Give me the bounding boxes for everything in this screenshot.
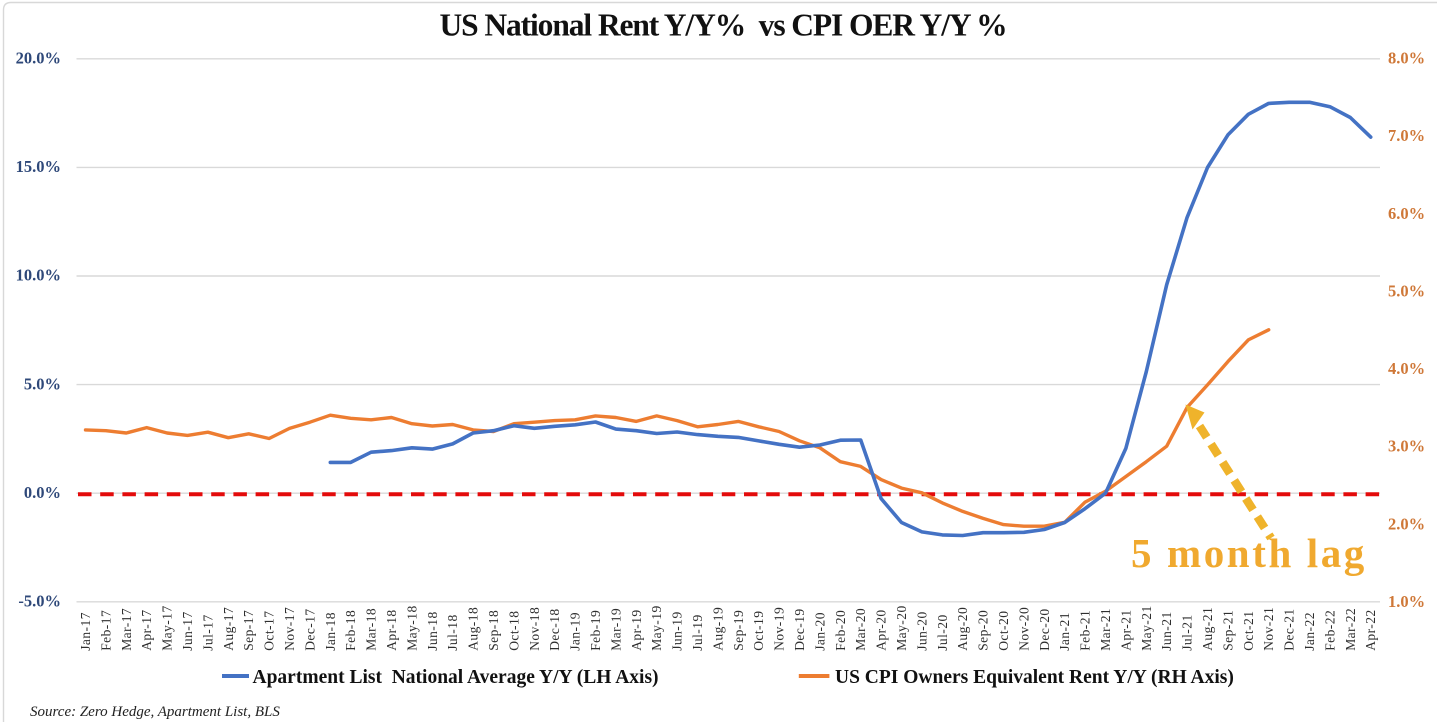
svg-text:Sep-20: Sep-20 [976,610,991,651]
svg-text:7.0%: 7.0% [1388,126,1425,145]
svg-text:May-18: May-18 [404,605,419,650]
svg-text:May-20: May-20 [894,605,909,650]
svg-text:6.0%: 6.0% [1388,204,1425,223]
svg-text:Oct-18: Oct-18 [506,611,521,651]
svg-text:Dec-21: Dec-21 [1282,608,1297,650]
svg-text:Sep-21: Sep-21 [1220,610,1235,651]
svg-text:Dec-19: Dec-19 [792,608,807,650]
svg-text:4.0%: 4.0% [1388,359,1425,378]
svg-text:Apr-17: Apr-17 [139,609,154,650]
svg-text:5.0%: 5.0% [24,374,61,393]
svg-text:May-21: May-21 [1139,605,1154,650]
svg-text:Nov-17: Nov-17 [282,607,297,651]
svg-text:US CPI Owners Equivalent Rent: US CPI Owners Equivalent Rent Y/Y (RH Ax… [835,667,1234,688]
svg-text:20.0%: 20.0% [16,49,61,68]
svg-text:Jun-19: Jun-19 [670,611,685,650]
svg-text:Jul-20: Jul-20 [935,614,950,650]
svg-text:Apr-21: Apr-21 [1118,609,1133,650]
svg-text:Mar-21: Mar-21 [1098,608,1113,651]
svg-text:Aug-17: Aug-17 [221,607,236,651]
svg-text:Jul-19: Jul-19 [690,614,705,650]
svg-text:8.0%: 8.0% [1388,49,1425,68]
svg-text:Feb-21: Feb-21 [1078,610,1093,651]
svg-text:Apr-20: Apr-20 [874,609,889,650]
svg-text:Jul-18: Jul-18 [445,614,460,650]
svg-text:Jan-18: Jan-18 [323,612,338,651]
svg-text:Aug-20: Aug-20 [955,607,970,651]
svg-text:Jun-21: Jun-21 [1159,611,1174,650]
svg-text:Jan-20: Jan-20 [812,612,827,651]
svg-text:Oct-19: Oct-19 [751,611,766,651]
svg-text:Oct-17: Oct-17 [262,611,277,651]
svg-text:1.0%: 1.0% [1388,592,1425,611]
svg-text:Oct-20: Oct-20 [996,611,1011,651]
svg-text:Sep-19: Sep-19 [731,610,746,651]
svg-text:0.0%: 0.0% [24,483,61,502]
svg-text:Feb-18: Feb-18 [343,610,358,651]
svg-text:Apr-22: Apr-22 [1363,609,1378,650]
svg-text:2.0%: 2.0% [1388,514,1425,533]
svg-text:15.0%: 15.0% [16,157,61,176]
svg-text:May-17: May-17 [160,605,175,650]
svg-text:Mar-20: Mar-20 [853,608,868,651]
svg-text:Nov-19: Nov-19 [772,607,787,651]
svg-text:Jun-18: Jun-18 [425,611,440,650]
svg-text:Source: Zero Hedge, Apartment: Source: Zero Hedge, Apartment List, BLS [30,704,280,720]
svg-text:Nov-21: Nov-21 [1261,607,1276,651]
svg-text:10.0%: 10.0% [16,266,61,285]
svg-text:Dec-18: Dec-18 [547,608,562,650]
svg-text:May-19: May-19 [649,605,664,650]
svg-text:Jan-17: Jan-17 [78,612,93,651]
svg-text:Sep-17: Sep-17 [241,610,256,651]
svg-text:Dec-20: Dec-20 [1037,608,1052,650]
svg-text:Apr-18: Apr-18 [384,609,399,650]
svg-text:5.0%: 5.0% [1388,281,1425,300]
svg-text:US National Rent Y/Y% vs CPI: US National Rent Y/Y% vs CPI OER Y/Y % [440,8,1007,43]
svg-text:Jun-17: Jun-17 [180,611,195,650]
svg-text:Feb-20: Feb-20 [833,610,848,651]
svg-text:Apr-19: Apr-19 [629,609,644,650]
svg-text:Mar-22: Mar-22 [1343,608,1358,651]
svg-text:Mar-18: Mar-18 [364,608,379,651]
svg-text:Mar-17: Mar-17 [119,608,134,651]
svg-text:Aug-21: Aug-21 [1200,607,1215,651]
svg-text:3.0%: 3.0% [1388,437,1425,456]
svg-text:Feb-19: Feb-19 [588,610,603,651]
svg-text:Mar-19: Mar-19 [608,608,623,651]
svg-text:Nov-18: Nov-18 [527,607,542,651]
svg-text:Jul-21: Jul-21 [1180,614,1195,650]
svg-text:Jan-22: Jan-22 [1302,612,1317,651]
svg-text:Dec-17: Dec-17 [302,608,317,650]
svg-text:5 month lag: 5 month lag [1131,530,1367,576]
svg-text:Nov-20: Nov-20 [1016,607,1031,651]
svg-text:Jan-21: Jan-21 [1057,612,1072,651]
svg-text:Jul-17: Jul-17 [200,614,215,650]
svg-text:Jun-20: Jun-20 [914,611,929,650]
svg-text:Aug-18: Aug-18 [466,607,481,651]
svg-text:Feb-17: Feb-17 [98,610,113,651]
svg-text:Sep-18: Sep-18 [486,610,501,651]
svg-text:Feb-22: Feb-22 [1322,610,1337,651]
svg-text:Jan-19: Jan-19 [568,612,583,651]
svg-text:-5.0%: -5.0% [18,592,61,611]
svg-text:Oct-21: Oct-21 [1241,611,1256,651]
svg-text:Aug-19: Aug-19 [710,607,725,651]
svg-text:Apartment List National Avera: Apartment List National Average Y/Y (LH … [253,667,659,688]
